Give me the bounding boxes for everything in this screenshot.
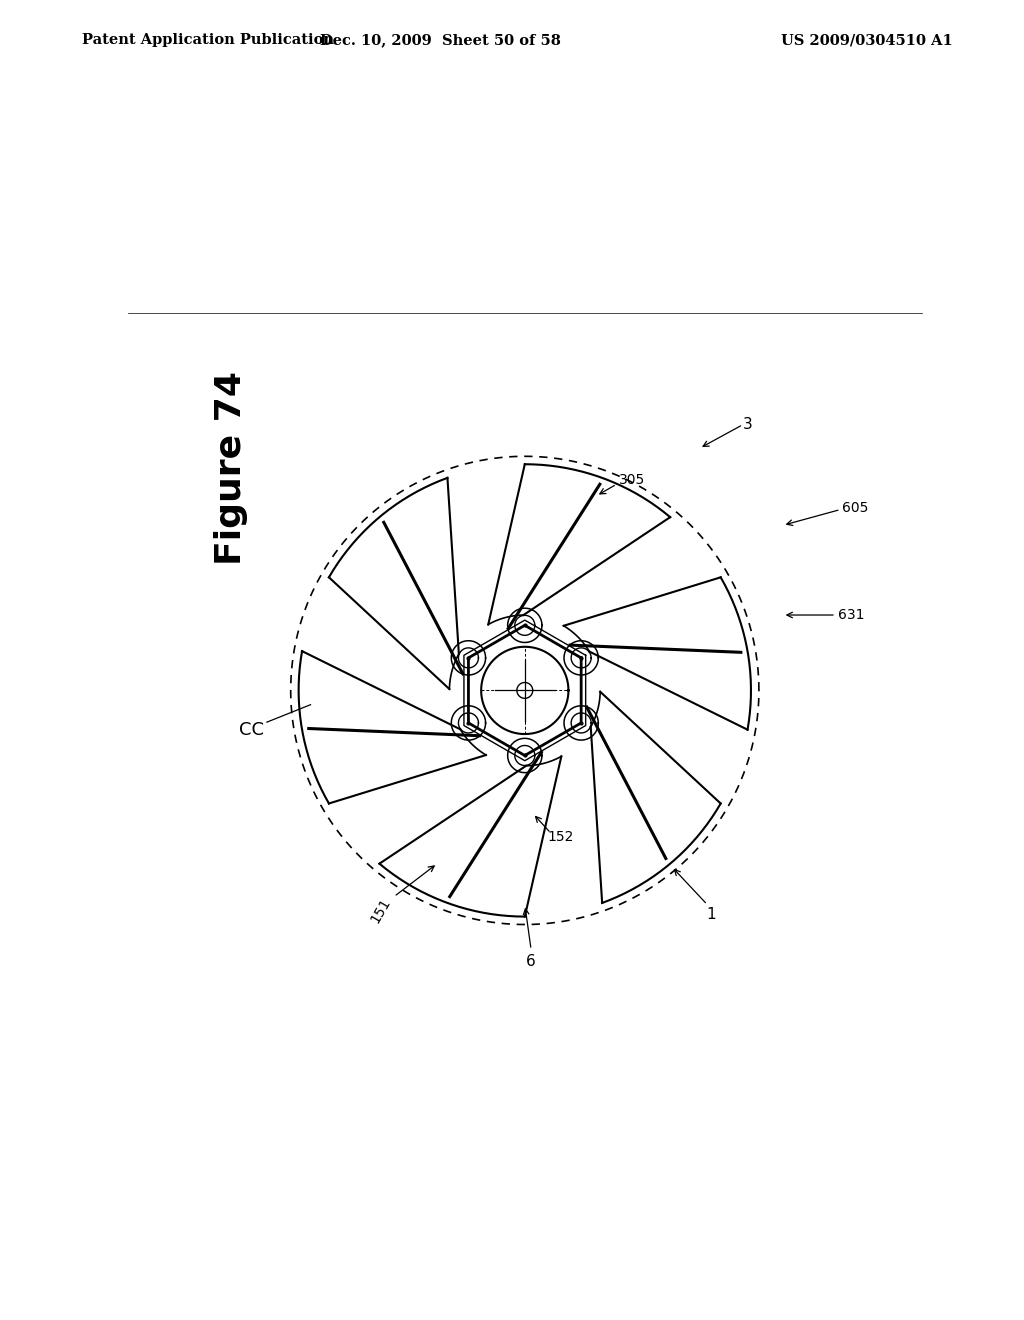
Text: 152: 152 [547,830,573,845]
Text: Patent Application Publication: Patent Application Publication [82,33,334,48]
Text: 605: 605 [842,500,868,515]
Text: 1: 1 [707,907,716,921]
Text: 631: 631 [839,609,865,622]
Text: Figure 74: Figure 74 [214,371,248,565]
Text: US 2009/0304510 A1: US 2009/0304510 A1 [780,33,952,48]
Text: 305: 305 [618,473,645,487]
Text: 6: 6 [526,954,536,969]
Text: Dec. 10, 2009  Sheet 50 of 58: Dec. 10, 2009 Sheet 50 of 58 [319,33,561,48]
Text: 151: 151 [368,895,393,925]
Text: CC: CC [239,721,263,739]
Text: 3: 3 [743,417,753,432]
